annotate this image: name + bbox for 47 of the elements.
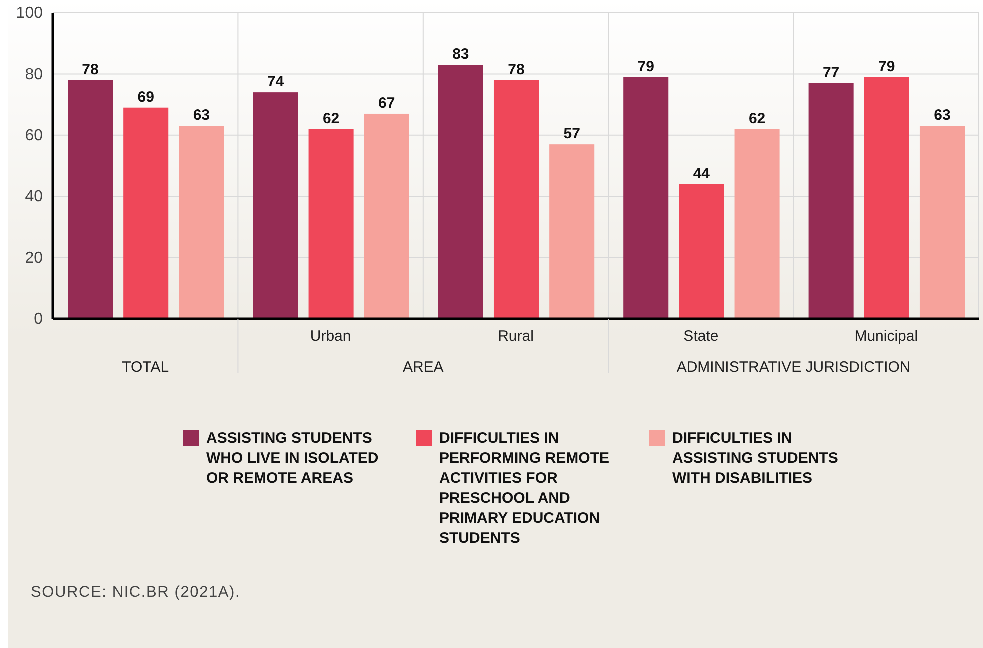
bar bbox=[864, 77, 910, 319]
bar bbox=[808, 83, 854, 319]
y-tick-label: 80 bbox=[25, 66, 44, 84]
data-label: 57 bbox=[564, 126, 580, 143]
data-label: 77 bbox=[822, 64, 840, 82]
bar bbox=[438, 65, 484, 319]
data-label: 79 bbox=[638, 58, 654, 76]
bar bbox=[68, 80, 114, 319]
y-tick-label: 60 bbox=[25, 128, 44, 145]
data-label: 62 bbox=[748, 110, 766, 128]
bar bbox=[124, 108, 169, 319]
data-label: 62 bbox=[322, 110, 340, 128]
bar bbox=[179, 126, 224, 319]
bar bbox=[364, 114, 410, 319]
data-label: 63 bbox=[193, 107, 210, 124]
data-label: 63 bbox=[934, 107, 951, 124]
legend-label: DIFFICULTIES IN ASSISTING STUDENTS WITH DISABILITIES bbox=[672, 430, 838, 487]
x-tick-label: Urban bbox=[310, 328, 352, 345]
data-label: 83 bbox=[452, 46, 470, 64]
y-tick-label: 100 bbox=[16, 5, 44, 22]
data-label: 74 bbox=[267, 74, 285, 91]
x-tick-label: Municipal bbox=[854, 328, 918, 345]
data-label: 67 bbox=[378, 94, 396, 112]
data-label: 44 bbox=[693, 165, 711, 182]
bar bbox=[679, 184, 724, 319]
source-note: SOURCE: NIC.BR (2021A). bbox=[31, 584, 241, 601]
y-tick-label: 20 bbox=[25, 250, 44, 267]
y-tick-label: 40 bbox=[25, 188, 44, 206]
data-label: 69 bbox=[138, 88, 154, 106]
bar bbox=[308, 129, 354, 319]
x-tick-label: Rural bbox=[498, 328, 534, 345]
legend-label: ASSISTING STUDENTS WHO LIVE IN ISOLATED OR REMOTE AREAS bbox=[206, 430, 379, 487]
y-tick-label: 0 bbox=[34, 311, 44, 328]
bar bbox=[624, 77, 669, 319]
data-label: 78 bbox=[82, 61, 99, 78]
x-tick-label: State bbox=[684, 328, 719, 345]
bar bbox=[494, 80, 540, 319]
data-label: 78 bbox=[508, 61, 525, 78]
legend-label: DIFFICULTIES IN PERFORMING REMOTE ACTIVITIES FOR PRESCHOOL AND PRIMARY EDUCATION STUDENTS bbox=[440, 430, 610, 547]
text: ADMINISTRATIVE JURISDICTION bbox=[676, 359, 911, 376]
text: AREA bbox=[402, 359, 444, 376]
data-label: 79 bbox=[878, 58, 896, 76]
bar bbox=[920, 126, 965, 319]
bar bbox=[253, 92, 298, 319]
bar bbox=[550, 144, 595, 319]
bar bbox=[734, 129, 780, 319]
text: TOTAL bbox=[122, 359, 170, 376]
